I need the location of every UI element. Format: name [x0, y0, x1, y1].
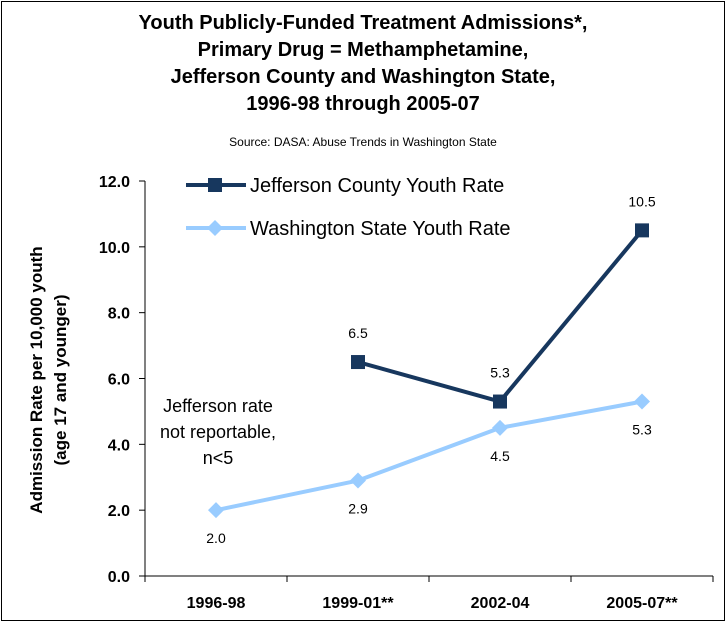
data-label: 5.3 [490, 365, 510, 381]
data-point-square [635, 223, 649, 238]
annotation-line: not reportable, [160, 422, 276, 442]
y-tick-label: 0.0 [108, 569, 130, 586]
x-tick-label: 2005-07** [606, 595, 678, 612]
data-point-diamond [208, 502, 224, 519]
chart-title: Youth Publicly-Funded Treatment Admissio… [0, 10, 726, 118]
legend-label: Jefferson County Youth Rate [250, 175, 504, 197]
data-label: 6.5 [348, 325, 368, 341]
legend-marker-square [208, 178, 222, 192]
data-point-square [351, 355, 365, 370]
y-tick-label: 6.0 [108, 372, 130, 389]
series-line-washington [215, 399, 643, 513]
y-tick-label: 12.0 [99, 174, 130, 191]
chart-subtitle: Source: DASA: Abuse Trends in Washington… [229, 135, 497, 149]
y-axis-label-line: Admission Rate per 10,000 youth [27, 246, 46, 513]
data-point-square [493, 394, 507, 409]
data-label: 4.5 [490, 448, 510, 464]
data-label: 2.0 [206, 530, 226, 546]
title-line-4: 1996-98 through 2005-07 [246, 93, 480, 115]
legend-marker-diamond [207, 220, 223, 236]
y-axis-label-line: (age 17 and younger) [51, 295, 70, 466]
data-point-diamond [350, 472, 366, 489]
data-point-diamond [492, 419, 508, 436]
y-tick-label: 2.0 [108, 503, 130, 520]
title-line-2: Primary Drug = Methamphetamine, [197, 39, 529, 61]
y-tick-label: 4.0 [108, 437, 130, 454]
title-line-3: Jefferson County and Washington State, [170, 66, 556, 88]
x-tick-label: 2002-04 [471, 595, 530, 612]
legend-label: Washington State Youth Rate [250, 218, 511, 240]
y-tick-label: 10.0 [99, 240, 130, 257]
title-line-1: Youth Publicly-Funded Treatment Admissio… [138, 12, 588, 34]
annotation-line: n<5 [203, 448, 234, 468]
x-tick-label: 1996-98 [187, 595, 246, 612]
y-axis-label: Admission Rate per 10,000 youth (age 17 a… [27, 246, 70, 513]
data-label: 10.5 [628, 193, 655, 209]
annotation-not-reportable: Jefferson rate not reportable, n<5 [160, 396, 276, 468]
data-point-diamond [634, 393, 650, 410]
y-tick-label: 8.0 [108, 306, 130, 323]
annotation-line: Jefferson rate [163, 396, 273, 416]
data-label: 5.3 [632, 422, 652, 438]
x-tick-label: 1999-01** [322, 595, 394, 612]
data-label: 2.9 [348, 501, 368, 517]
